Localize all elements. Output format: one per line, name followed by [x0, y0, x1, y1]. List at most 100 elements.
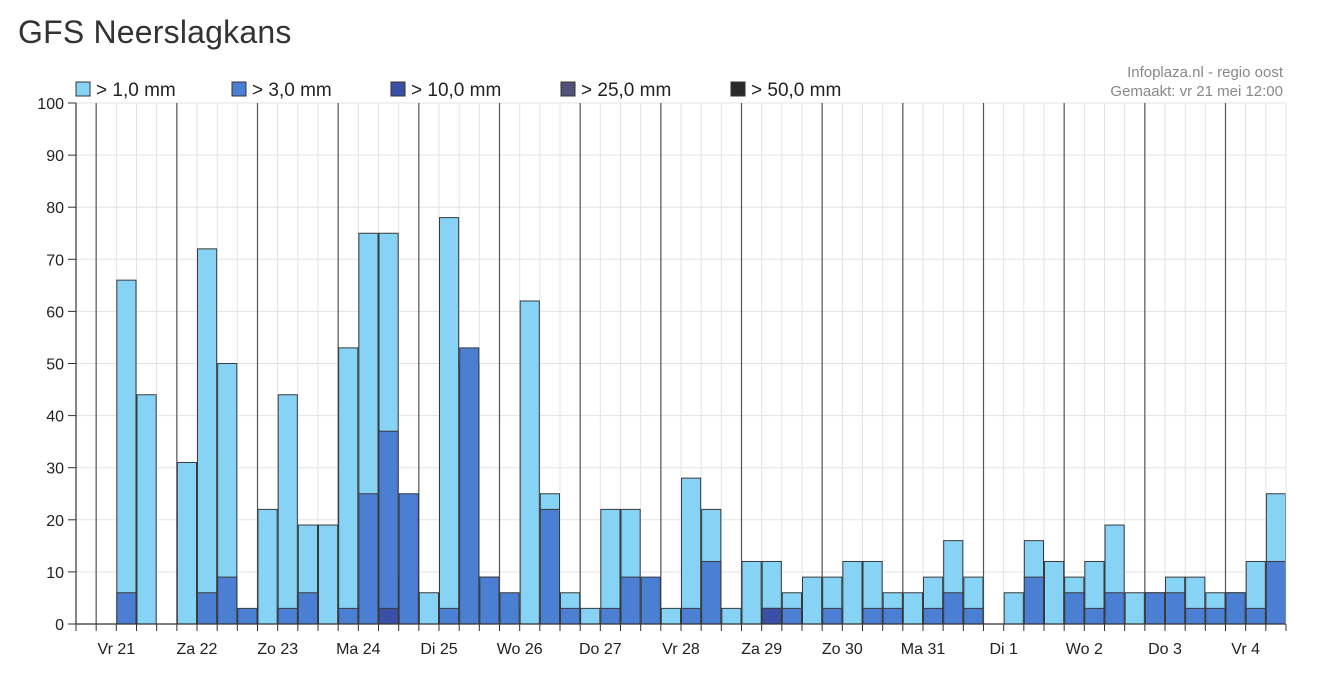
bar-2-9: [277, 607, 298, 625]
y-tick-label: 30: [46, 461, 64, 478]
x-tick-label: Ma 24: [336, 641, 381, 658]
y-tick-label: 0: [55, 617, 64, 634]
bar-1-12: [338, 347, 359, 625]
bar-2-56: [1225, 592, 1246, 625]
legend-label-1: > 1,0 mm: [96, 80, 176, 101]
bar-2-19: [479, 576, 500, 625]
bar-2-52: [1144, 592, 1166, 625]
x-tick-label: Zo 30: [822, 641, 863, 658]
y-tick-label: 80: [46, 200, 64, 217]
bar-1-9: [277, 394, 298, 625]
bar-2-58: [1265, 560, 1287, 625]
y-tick-label: 70: [46, 252, 64, 269]
bar-1-29: [681, 477, 702, 625]
bar-2-13: [358, 493, 379, 625]
y-tick-label: 90: [46, 148, 64, 165]
bar-1-28: [660, 607, 681, 625]
x-tick-label: Do 27: [579, 641, 622, 658]
bar-2-42: [943, 592, 964, 625]
y-tick-label: 100: [37, 96, 64, 113]
x-tick-label: Vr 28: [662, 641, 700, 658]
legend-swatch-2: [231, 81, 247, 97]
bar-2-29: [681, 607, 702, 625]
bar-2-7: [237, 607, 258, 625]
bar-2-5: [197, 592, 218, 625]
bar-2-23: [560, 607, 581, 625]
bar-1-4: [176, 461, 197, 625]
bar-1-32: [741, 560, 762, 625]
bar-2-48: [1064, 592, 1085, 625]
x-tick-label: Wo 26: [497, 641, 543, 658]
x-tick-label: Do 3: [1148, 641, 1182, 658]
bar-2-55: [1205, 607, 1226, 625]
bar-1-40: [902, 592, 923, 625]
y-tick-label: 40: [46, 409, 64, 426]
bar-1-11: [318, 524, 339, 625]
bar-2-34: [781, 607, 802, 625]
bar-1-45: [1003, 592, 1024, 625]
bar-1-31: [721, 607, 742, 625]
bar-1-2: [136, 394, 157, 625]
axes: 0 10 20 30 40 50 60 70 80 90 100 Vr 21 Za 22 Zo 23 Ma …: [37, 96, 1287, 658]
x-tick-label: Za 29: [741, 641, 782, 658]
y-tick-label: 60: [46, 304, 64, 321]
credit-timestamp: Gemaakt: vr 21 mei 12:00: [1110, 83, 1283, 100]
bar-1-37: [842, 560, 863, 625]
y-tick-label: 10: [46, 565, 64, 582]
bar-2-10: [297, 592, 319, 625]
bar-2-18: [459, 347, 480, 625]
bar-2-39: [882, 607, 903, 625]
bar-1-1: [116, 279, 137, 625]
bar-2-41: [923, 607, 944, 625]
bar-1-21: [519, 300, 540, 625]
bar-2-12: [338, 607, 359, 625]
bar-1-8: [257, 508, 278, 625]
x-tick-label: Di 1: [989, 641, 1018, 658]
x-tick-label: Vr 21: [98, 641, 136, 658]
legend-label-3: > 10,0 mm: [411, 80, 501, 101]
bar-2-43: [963, 607, 984, 625]
legend-label-4: > 25,0 mm: [581, 80, 671, 101]
bar-2-17: [439, 607, 460, 625]
x-tick-label: Vr 4: [1231, 641, 1260, 658]
bar-3-33: [761, 607, 782, 625]
legend-label-2: > 3,0 mm: [252, 80, 332, 101]
legend-swatch-4: [560, 81, 576, 97]
bar-2-46: [1023, 576, 1045, 625]
x-tick-label: Za 22: [177, 641, 218, 658]
x-tick-label: Zo 23: [257, 641, 298, 658]
bar-2-25: [600, 607, 621, 625]
bar-1-5: [197, 248, 218, 625]
bar-2-14: [378, 430, 399, 625]
bar-2-6: [217, 576, 238, 625]
bar-1-16: [418, 592, 440, 625]
bar-2-57: [1245, 607, 1266, 625]
credit-source: Infoplaza.nl - regio oost: [1127, 64, 1284, 81]
x-tick-label: Ma 31: [901, 641, 946, 658]
legend-label-5: > 50,0 mm: [751, 80, 841, 101]
bar-1-25: [600, 508, 621, 625]
bar-1-24: [580, 607, 601, 625]
bar-2-49: [1084, 607, 1105, 625]
y-tick-label: 20: [46, 513, 64, 530]
legend-swatch-3: [390, 81, 406, 97]
bar-1-17: [439, 217, 460, 625]
y-tick-label: 50: [46, 357, 64, 374]
bar-2-54: [1185, 607, 1206, 625]
page-title: GFS Neerslagkans: [18, 14, 292, 50]
bar-2-38: [862, 607, 883, 625]
x-tick-label: Wo 2: [1066, 641, 1103, 658]
legend-swatch-5: [730, 81, 746, 97]
legend-swatch-1: [75, 81, 91, 97]
bar-2-26: [620, 576, 641, 625]
bar-1-51: [1124, 592, 1145, 625]
bar-1-47: [1044, 560, 1065, 625]
bar-2-30: [701, 560, 722, 625]
bar-2-1: [116, 592, 137, 625]
bar-2-53: [1165, 592, 1186, 625]
legend: > 1,0 mm > 3,0 mm > 10,0 mm > 25,0 mm > 50,0…: [75, 80, 841, 101]
bar-1-35: [802, 576, 823, 625]
bar-3-14: [378, 607, 399, 625]
x-tick-label: Di 25: [420, 641, 457, 658]
